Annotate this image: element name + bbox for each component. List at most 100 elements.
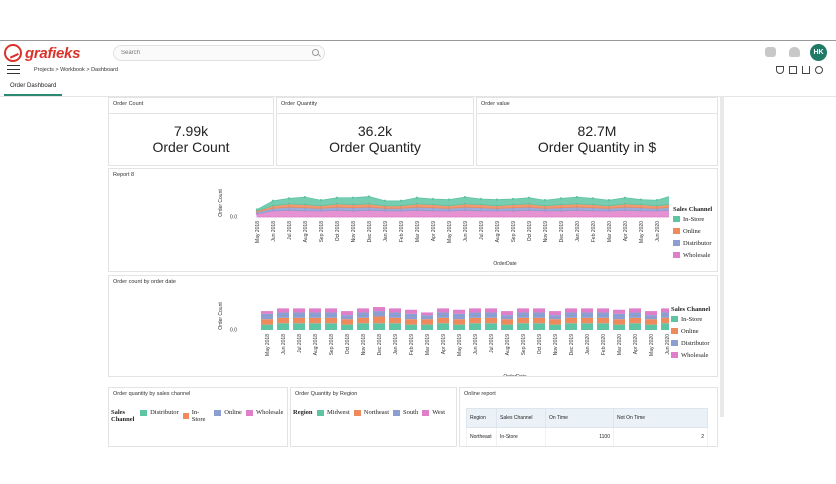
- bar-segment[interactable]: [645, 311, 657, 316]
- bar-segment[interactable]: [549, 315, 561, 320]
- download-icon[interactable]: [802, 66, 810, 74]
- bar-segment[interactable]: [261, 313, 273, 320]
- bar-segment[interactable]: [613, 313, 625, 320]
- bar-segment[interactable]: [629, 308, 641, 313]
- bar-segment[interactable]: [373, 323, 385, 330]
- legend-item[interactable]: Distributor: [671, 337, 710, 349]
- data-point[interactable]: [527, 196, 531, 199]
- legend-item[interactable]: Wholesale: [245, 409, 283, 416]
- bar-segment[interactable]: [645, 319, 657, 325]
- bar-segment[interactable]: [357, 317, 369, 324]
- bar-segment[interactable]: [325, 323, 337, 330]
- bar-segment[interactable]: [261, 311, 273, 314]
- bar-segment[interactable]: [373, 307, 385, 312]
- legend-item[interactable]: Distributor: [140, 409, 179, 416]
- bar-segment[interactable]: [405, 324, 417, 330]
- bar-segment[interactable]: [469, 308, 481, 313]
- bar-segment[interactable]: [357, 312, 369, 318]
- bar-segment[interactable]: [357, 308, 369, 313]
- bar-segment[interactable]: [277, 317, 289, 324]
- bar-segment[interactable]: [325, 312, 337, 318]
- bar-segment[interactable]: [437, 317, 449, 324]
- data-point[interactable]: [495, 198, 499, 201]
- data-point[interactable]: [367, 195, 371, 198]
- data-point[interactable]: [399, 199, 403, 203]
- bar-segment[interactable]: [501, 311, 513, 316]
- bar-segment[interactable]: [437, 323, 449, 330]
- bar-segment[interactable]: [565, 323, 577, 330]
- presentation-icon[interactable]: [789, 66, 797, 74]
- column-header[interactable]: Not On Time: [613, 408, 708, 428]
- legend-item[interactable]: South: [393, 409, 418, 416]
- data-point[interactable]: [463, 195, 467, 199]
- bar-segment[interactable]: [357, 323, 369, 330]
- data-point[interactable]: [575, 195, 579, 199]
- bar-segment[interactable]: [565, 312, 577, 318]
- bar-segment[interactable]: [661, 312, 669, 318]
- bar-segment[interactable]: [469, 317, 481, 324]
- bar-segment[interactable]: [325, 308, 337, 313]
- bar-segment[interactable]: [533, 308, 545, 313]
- bar-segment[interactable]: [277, 323, 289, 330]
- bar-segment[interactable]: [293, 317, 305, 324]
- bar-segment[interactable]: [453, 319, 465, 325]
- filter-icon[interactable]: [776, 66, 784, 74]
- data-point[interactable]: [431, 197, 435, 201]
- bar-segment[interactable]: [597, 312, 609, 318]
- legend-item[interactable]: Online: [673, 225, 712, 237]
- bar-segment[interactable]: [565, 317, 577, 324]
- search-icon[interactable]: [312, 49, 319, 56]
- bar-segment[interactable]: [549, 311, 561, 316]
- bar-segment[interactable]: [501, 324, 513, 330]
- bar-segment[interactable]: [293, 312, 305, 318]
- bar-segment[interactable]: [437, 312, 449, 318]
- bar-segment[interactable]: [613, 319, 625, 325]
- bar-segment[interactable]: [389, 317, 401, 324]
- bar-segment[interactable]: [421, 319, 433, 325]
- bar-segment[interactable]: [453, 324, 465, 330]
- bar-segment[interactable]: [517, 323, 529, 330]
- bar-segment[interactable]: [389, 323, 401, 330]
- hamburger-menu-icon[interactable]: [7, 65, 20, 74]
- area-series-wholesale[interactable]: [256, 209, 669, 218]
- legend-item[interactable]: West: [422, 409, 445, 416]
- bar-segment[interactable]: [405, 309, 417, 314]
- bar-segment[interactable]: [613, 324, 625, 330]
- legend-item[interactable]: Northeast: [353, 409, 389, 416]
- data-point[interactable]: [287, 197, 291, 200]
- bar-segment[interactable]: [581, 323, 593, 330]
- bar-segment[interactable]: [277, 308, 289, 313]
- bar-segment[interactable]: [597, 308, 609, 313]
- data-point[interactable]: [447, 198, 451, 201]
- bar-segment[interactable]: [549, 319, 561, 325]
- legend-item[interactable]: Distributor: [673, 237, 712, 249]
- app-logo[interactable]: grafieks: [4, 43, 80, 63]
- legend-item[interactable]: Online: [214, 409, 242, 416]
- legend-item[interactable]: Midwest: [317, 409, 350, 416]
- data-point[interactable]: [623, 196, 627, 199]
- share-icon[interactable]: [815, 66, 823, 74]
- legend-item[interactable]: Online: [671, 325, 710, 337]
- bar-segment[interactable]: [629, 323, 641, 330]
- search-input[interactable]: [113, 45, 325, 61]
- data-point[interactable]: [383, 199, 387, 203]
- legend-item[interactable]: Wholesale: [671, 349, 710, 361]
- bar-segment[interactable]: [549, 324, 561, 330]
- data-point[interactable]: [607, 199, 611, 202]
- bar-segment[interactable]: [261, 319, 273, 325]
- tab-order-dashboard[interactable]: Order Dashboard: [4, 81, 63, 96]
- bar-segment[interactable]: [373, 316, 385, 324]
- bar-segment[interactable]: [581, 312, 593, 318]
- bar-segment[interactable]: [277, 312, 289, 318]
- bar-segment[interactable]: [421, 315, 433, 320]
- legend-item[interactable]: In-Store: [671, 313, 710, 325]
- bar-segment[interactable]: [645, 315, 657, 320]
- bar-segment[interactable]: [581, 317, 593, 324]
- area-series-in-store[interactable]: [256, 195, 669, 212]
- bar-segment[interactable]: [629, 317, 641, 324]
- bar-segment[interactable]: [293, 323, 305, 330]
- bar-segment[interactable]: [405, 319, 417, 325]
- bar-segment[interactable]: [341, 319, 353, 325]
- bar-segment[interactable]: [597, 317, 609, 324]
- bar-segment[interactable]: [341, 315, 353, 320]
